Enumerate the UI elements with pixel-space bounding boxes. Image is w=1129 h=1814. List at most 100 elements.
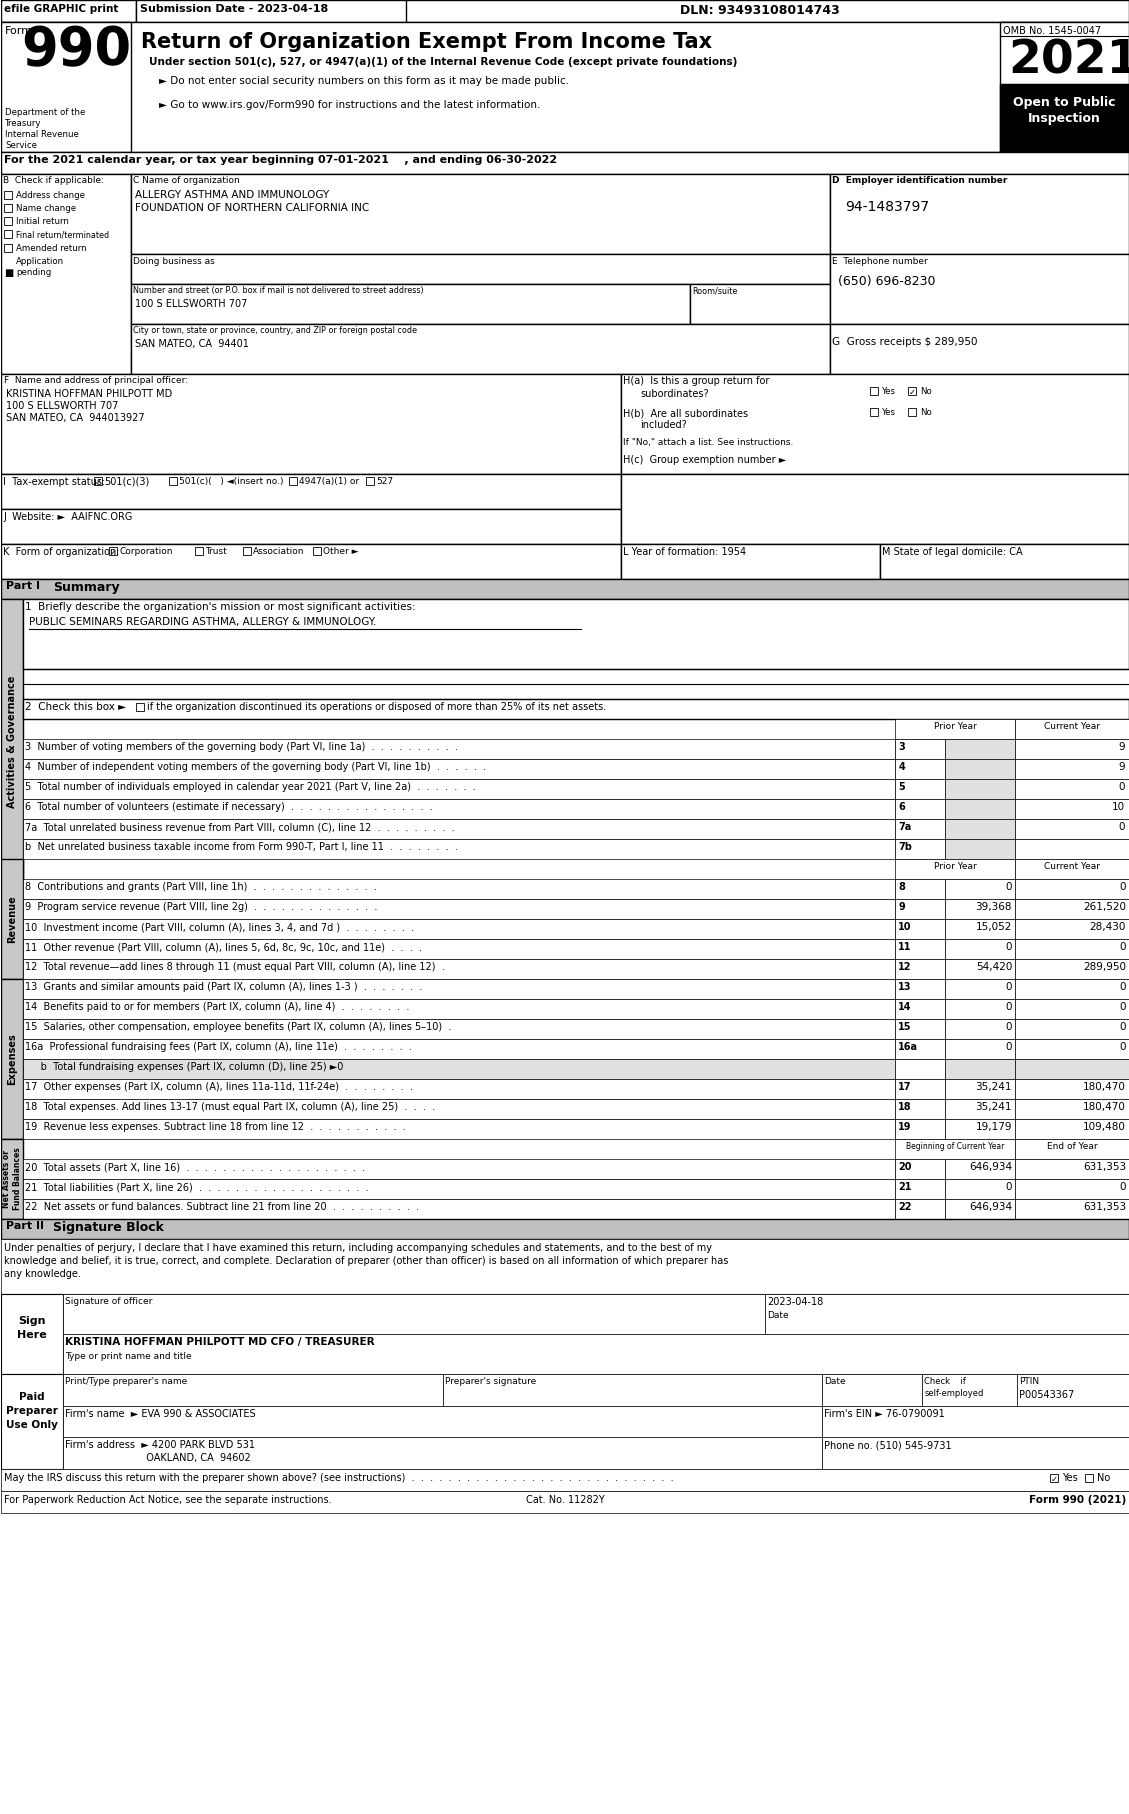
Text: 28,430: 28,430 bbox=[1089, 922, 1126, 932]
Text: 14: 14 bbox=[899, 1001, 912, 1012]
Bar bbox=[1015, 818, 1129, 840]
Text: 9: 9 bbox=[899, 902, 905, 912]
Bar bbox=[1015, 778, 1129, 798]
Text: Use Only: Use Only bbox=[6, 1420, 58, 1429]
Text: 8  Contributions and grants (Part VIII, line 1h)  .  .  .  .  .  .  .  .  .  .  : 8 Contributions and grants (Part VIII, l… bbox=[25, 882, 377, 892]
Bar bbox=[765, 1293, 1129, 1333]
Bar bbox=[5, 190, 12, 200]
Bar bbox=[169, 477, 177, 484]
Text: any knowledge.: any knowledge. bbox=[5, 1270, 81, 1279]
Text: Preparer: Preparer bbox=[6, 1406, 58, 1417]
Bar bbox=[945, 798, 1015, 818]
Text: 0: 0 bbox=[1006, 1183, 1012, 1192]
Text: 16a  Professional fundraising fees (Part IX, column (A), line 11e)  .  .  .  .  : 16a Professional fundraising fees (Part … bbox=[25, 1041, 412, 1052]
Bar bbox=[1, 1373, 63, 1469]
Bar bbox=[1015, 980, 1129, 1000]
Text: 7a  Total unrelated business revenue from Part VIII, column (C), line 12  .  .  : 7a Total unrelated business revenue from… bbox=[25, 822, 455, 833]
Text: 11  Other revenue (Part VIII, column (A), lines 5, 6d, 8c, 9c, 10c, and 11e)  . : 11 Other revenue (Part VIII, column (A),… bbox=[25, 941, 422, 952]
Bar bbox=[830, 325, 1129, 374]
Bar bbox=[621, 473, 1129, 544]
Bar bbox=[895, 1119, 945, 1139]
Bar bbox=[1015, 738, 1129, 758]
Bar bbox=[24, 1119, 895, 1139]
Bar bbox=[945, 900, 1015, 920]
Text: 20: 20 bbox=[899, 1163, 912, 1172]
Bar bbox=[1, 152, 1129, 174]
Bar bbox=[895, 758, 945, 778]
Text: 5: 5 bbox=[899, 782, 905, 793]
Bar bbox=[1085, 1475, 1093, 1482]
Text: Check    if: Check if bbox=[925, 1377, 966, 1386]
Bar bbox=[1015, 758, 1129, 778]
Text: 1  Briefly describe the organization's mission or most significant activities:: 1 Briefly describe the organization's mi… bbox=[25, 602, 415, 611]
Bar bbox=[1050, 1475, 1058, 1482]
Bar bbox=[195, 548, 203, 555]
Text: For Paperwork Reduction Act Notice, see the separate instructions.: For Paperwork Reduction Act Notice, see … bbox=[5, 1495, 332, 1506]
Bar bbox=[922, 1373, 1017, 1406]
Text: 21: 21 bbox=[899, 1183, 912, 1192]
Bar bbox=[1, 1469, 1129, 1491]
Bar bbox=[131, 285, 691, 325]
Text: PUBLIC SEMINARS REGARDING ASTHMA, ALLERGY & IMMUNOLOGY.: PUBLIC SEMINARS REGARDING ASTHMA, ALLERG… bbox=[29, 617, 376, 628]
Bar bbox=[895, 1000, 945, 1019]
Text: ► Go to www.irs.gov/Form990 for instructions and the latest information.: ► Go to www.irs.gov/Form990 for instruct… bbox=[159, 100, 541, 111]
Text: Current Year: Current Year bbox=[1044, 862, 1100, 871]
Bar bbox=[1, 22, 1129, 152]
Text: Yes: Yes bbox=[1062, 1473, 1078, 1484]
Text: Preparer's signature: Preparer's signature bbox=[445, 1377, 536, 1386]
Text: 10: 10 bbox=[899, 922, 912, 932]
Bar bbox=[830, 174, 1129, 254]
Bar bbox=[945, 758, 1015, 778]
Text: ✓: ✓ bbox=[1051, 1475, 1058, 1484]
Bar bbox=[945, 1039, 1015, 1059]
Bar bbox=[1, 579, 1129, 599]
Text: 0: 0 bbox=[1120, 981, 1126, 992]
Text: Final return/terminated: Final return/terminated bbox=[16, 230, 110, 239]
Bar bbox=[945, 1179, 1015, 1199]
Bar bbox=[945, 1199, 1015, 1219]
Text: self-employed: self-employed bbox=[925, 1390, 983, 1399]
Bar bbox=[1015, 1099, 1129, 1119]
Text: 21  Total liabilities (Part X, line 26)  .  .  .  .  .  .  .  .  .  .  .  .  .  : 21 Total liabilities (Part X, line 26) .… bbox=[25, 1183, 369, 1192]
Bar bbox=[1, 0, 135, 22]
Bar bbox=[24, 1159, 895, 1179]
Text: Amended return: Amended return bbox=[16, 245, 87, 252]
Bar bbox=[135, 704, 145, 711]
Bar bbox=[24, 960, 895, 980]
Bar bbox=[881, 544, 1129, 579]
Text: 0: 0 bbox=[1006, 981, 1012, 992]
Text: Initial return: Initial return bbox=[16, 218, 69, 227]
Text: 4  Number of independent voting members of the governing body (Part VI, line 1b): 4 Number of independent voting members o… bbox=[25, 762, 487, 773]
Bar bbox=[5, 245, 12, 252]
Bar bbox=[1015, 798, 1129, 818]
Bar bbox=[1, 1491, 1129, 1513]
Text: Firm's name  ► EVA 990 & ASSOCIATES: Firm's name ► EVA 990 & ASSOCIATES bbox=[65, 1409, 256, 1419]
Bar bbox=[908, 386, 917, 395]
Bar bbox=[1015, 920, 1129, 940]
Text: 0: 0 bbox=[1120, 1041, 1126, 1052]
Text: 0: 0 bbox=[1006, 882, 1012, 892]
Text: PTIN: PTIN bbox=[1019, 1377, 1039, 1386]
Text: Under section 501(c), 527, or 4947(a)(1) of the Internal Revenue Code (except pr: Under section 501(c), 527, or 4947(a)(1)… bbox=[149, 56, 737, 67]
Text: 17: 17 bbox=[899, 1081, 912, 1092]
Bar bbox=[1015, 1000, 1129, 1019]
Text: Treasury: Treasury bbox=[6, 120, 42, 129]
Text: 12  Total revenue—add lines 8 through 11 (must equal Part VIII, column (A), line: 12 Total revenue—add lines 8 through 11 … bbox=[25, 961, 445, 972]
Text: 7a: 7a bbox=[899, 822, 911, 833]
Text: Current Year: Current Year bbox=[1044, 722, 1100, 731]
Text: If "No," attach a list. See instructions.: If "No," attach a list. See instructions… bbox=[622, 437, 793, 446]
Bar bbox=[24, 840, 895, 860]
Text: included?: included? bbox=[640, 421, 688, 430]
Bar bbox=[1, 0, 1129, 22]
Bar bbox=[945, 1019, 1015, 1039]
Bar bbox=[63, 1437, 822, 1469]
Text: No: No bbox=[1097, 1473, 1110, 1484]
Bar bbox=[895, 900, 945, 920]
Text: L Year of formation: 1954: L Year of formation: 1954 bbox=[622, 548, 745, 557]
Text: Here: Here bbox=[17, 1330, 47, 1341]
Bar bbox=[1015, 1139, 1129, 1159]
Text: 0: 0 bbox=[1006, 1041, 1012, 1052]
Text: H(a)  Is this a group return for: H(a) Is this a group return for bbox=[622, 375, 769, 386]
Text: Phone no. (510) 545-9731: Phone no. (510) 545-9731 bbox=[824, 1440, 952, 1449]
Text: 18  Total expenses. Add lines 13-17 (must equal Part IX, column (A), line 25)  .: 18 Total expenses. Add lines 13-17 (must… bbox=[25, 1101, 436, 1112]
